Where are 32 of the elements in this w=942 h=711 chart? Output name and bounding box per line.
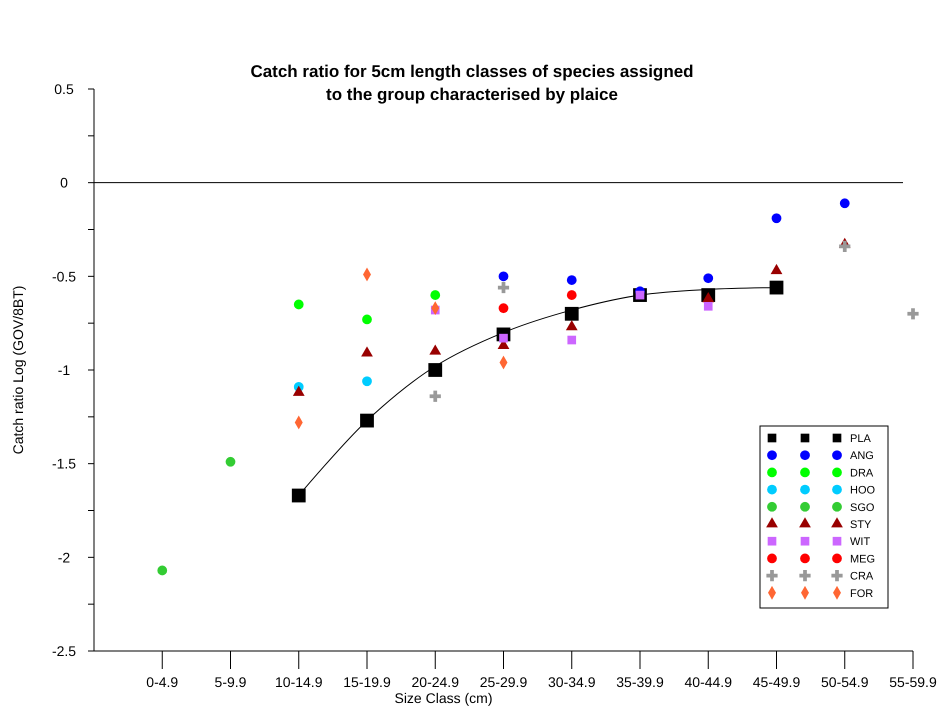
- x-tick-label: 35-39.9: [616, 674, 664, 690]
- x-axis-title: Size Class (cm): [394, 690, 493, 706]
- x-tick-label: 15-19.9: [343, 674, 391, 690]
- x-tick-label: 10-14.9: [275, 674, 323, 690]
- y-tick-label: 0.5: [54, 81, 74, 97]
- legend-label: HOO: [850, 484, 876, 497]
- y-tick-label: -0.5: [52, 268, 76, 284]
- y-tick-label: -2.5: [52, 643, 76, 659]
- y-axis-title: Catch ratio Log (GOV/8BT): [10, 286, 26, 454]
- y-tick-label: -2: [58, 549, 70, 566]
- legend-label: WIT: [850, 536, 870, 548]
- x-tick-label: 40-44.9: [684, 674, 732, 690]
- legend-label: PLA: [850, 433, 872, 445]
- legend-label: CRA: [850, 570, 874, 583]
- x-tick-label: 45-49.9: [752, 674, 800, 690]
- x-tick-label: 30-34.9: [548, 674, 596, 690]
- legend-label: MEG: [850, 553, 876, 566]
- x-tick-label: 55-59.9: [889, 674, 937, 690]
- legend-label: SGO: [850, 502, 875, 514]
- legend-label: ANG: [850, 450, 874, 462]
- legend-label: DRA: [850, 467, 874, 480]
- x-tick-label: 50-54.9: [821, 674, 869, 690]
- legend-label: STY: [850, 519, 872, 531]
- y-tick-label: -1: [58, 362, 70, 378]
- chart-title: Catch ratio for 5cm length classes of species assigned to the group characterised by plaice: [250, 62, 694, 104]
- y-tick-label: 0: [60, 174, 68, 191]
- x-tick-label: 20-24.9: [412, 674, 460, 690]
- y-tick-label: -1.5: [52, 456, 76, 472]
- x-tick-label: 25-29.9: [480, 674, 528, 690]
- x-tick-label: 5-9.9: [214, 674, 247, 690]
- legend-label: FOR: [850, 588, 874, 600]
- x-tick-label: 0-4.9: [146, 674, 178, 690]
